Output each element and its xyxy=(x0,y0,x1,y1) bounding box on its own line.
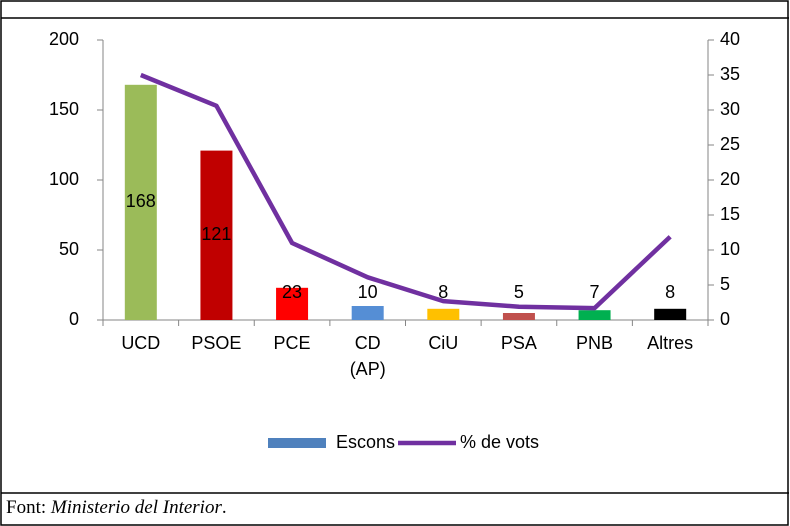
y-tick-label: 0 xyxy=(69,309,79,329)
y2-tick-label: 30 xyxy=(720,99,740,119)
y-tick-label: 150 xyxy=(49,99,79,119)
x-tick-label: UCD xyxy=(121,333,161,353)
data-label: 10 xyxy=(358,282,378,302)
x-tick-label: CiU xyxy=(428,333,459,353)
bar xyxy=(654,308,687,320)
y2-tick-label: 40 xyxy=(720,29,740,49)
legend-label: Escons xyxy=(336,432,395,452)
bar xyxy=(200,150,233,320)
x-tick-label: PNB xyxy=(576,333,614,353)
y2-tick-label: 20 xyxy=(720,169,740,189)
footer: Font: Ministerio del Interior. xyxy=(6,497,227,519)
data-label: 121 xyxy=(201,224,231,244)
bar xyxy=(427,308,460,320)
y2-tick-label: 15 xyxy=(720,204,740,224)
line xyxy=(139,72,672,311)
data-label: 168 xyxy=(126,191,156,211)
y2-tick-label: 25 xyxy=(720,134,740,154)
footer-source: Ministerio del Interior xyxy=(50,497,222,518)
data-label: 5 xyxy=(514,282,524,302)
x-tick-label: PSOE xyxy=(191,333,242,353)
x-tick-label: Altres xyxy=(647,333,694,353)
bar xyxy=(276,287,309,320)
data-label: 8 xyxy=(665,282,675,302)
y-tick-label: 200 xyxy=(49,29,79,49)
bar xyxy=(502,313,535,320)
y2-tick-label: 0 xyxy=(720,309,730,329)
bar xyxy=(578,310,611,320)
legend-label: % de vots xyxy=(460,432,539,452)
bar xyxy=(351,306,384,320)
legend-swatch xyxy=(268,438,326,448)
data-label: 8 xyxy=(438,282,448,302)
bar xyxy=(124,84,157,320)
y-tick-label: 100 xyxy=(49,169,79,189)
x-tick-label: PSA xyxy=(500,333,537,353)
footer-suffix: . xyxy=(221,497,227,518)
y-tick-label: 50 xyxy=(59,239,79,259)
data-label: 7 xyxy=(590,282,600,302)
y2-tick-label: 10 xyxy=(720,239,740,259)
data-label: 23 xyxy=(282,282,302,302)
y2-tick-label: 5 xyxy=(720,274,730,294)
x-tick-label: CD (AP) xyxy=(349,333,386,379)
footer-prefix: Font: xyxy=(6,497,51,518)
x-tick-label: PCE xyxy=(273,333,311,353)
y2-tick-label: 35 xyxy=(720,64,740,84)
